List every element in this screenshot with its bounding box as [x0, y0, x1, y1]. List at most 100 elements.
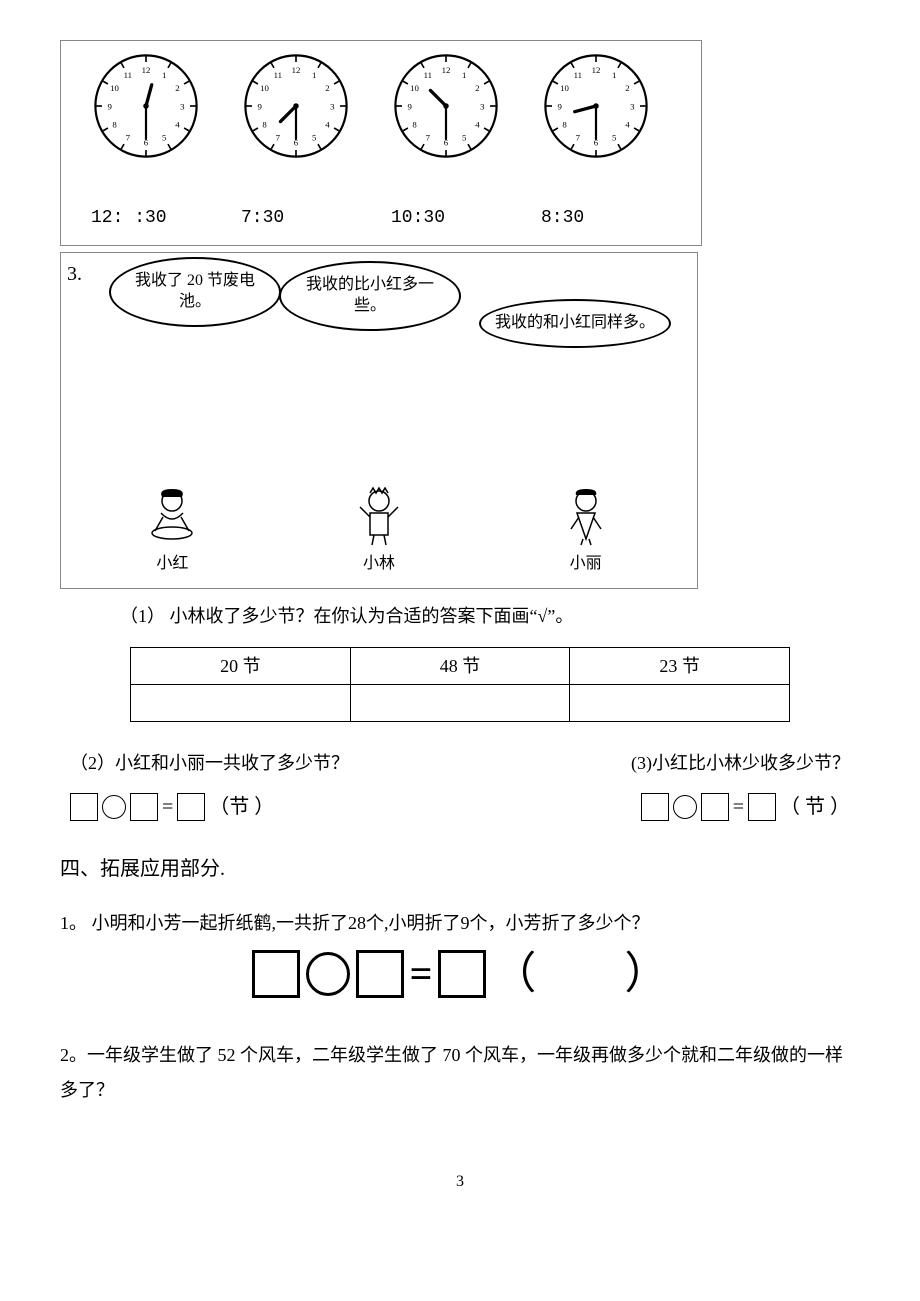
time-label-4: 8:30 [541, 201, 691, 235]
svg-text:8: 8 [412, 119, 417, 129]
svg-text:9: 9 [557, 101, 562, 111]
unit-label: （ 节 ） [780, 788, 850, 826]
clock-face: 121234567891011 [541, 51, 651, 161]
blank-operator-circle[interactable] [306, 952, 350, 996]
svg-text:3: 3 [480, 101, 485, 111]
section-4-title: 四、拓展应用部分. [60, 850, 860, 888]
sub-questions-row: （2）小红和小丽一共收了多少节？ (3)小红比小林少收多少节？ [70, 746, 850, 780]
svg-text:1: 1 [612, 70, 616, 80]
svg-text:10: 10 [410, 83, 419, 93]
svg-text:12: 12 [142, 65, 151, 75]
clock-face: 121234567891011 [241, 51, 351, 161]
svg-text:2: 2 [325, 83, 329, 93]
blank-square[interactable] [748, 793, 776, 821]
character-name: 小红 [156, 555, 188, 572]
page-number: 3 [60, 1167, 860, 1197]
svg-text:4: 4 [325, 119, 330, 129]
option-cell-1: 20 节 [131, 647, 351, 684]
clock-icon: 121234567891011 [391, 51, 501, 161]
svg-text:8: 8 [562, 119, 567, 129]
unit-label: （节 ） [209, 788, 274, 826]
clock-row: 1212345678910111212345678910111212345678… [71, 51, 691, 161]
option-cell-3: 23 节 [570, 647, 790, 684]
svg-text:2: 2 [175, 83, 179, 93]
dialogue-scene-block: 3. 我收了 20 节废电池。我收的比小红多一些。我收的和小红同样多。 小红 [60, 252, 698, 588]
clock-icon: 121234567891011 [91, 51, 201, 161]
clock-icon: 121234567891011 [241, 51, 351, 161]
equals-sign: = [162, 788, 173, 826]
svg-text:1: 1 [462, 70, 466, 80]
svg-text:11: 11 [274, 70, 282, 80]
time-label-3: 10:30 [391, 201, 541, 235]
clock-face: 121234567891011 [391, 51, 501, 161]
character-xiaolin: 小林 [339, 487, 419, 579]
blank-square[interactable] [177, 793, 205, 821]
character-name: 小林 [363, 555, 395, 572]
svg-text:4: 4 [625, 119, 630, 129]
svg-text:12: 12 [292, 65, 301, 75]
svg-text:9: 9 [107, 101, 112, 111]
svg-text:4: 4 [175, 119, 180, 129]
time-labels-row: 12: :30 7:30 10:30 8:30 [71, 201, 691, 235]
problem-1-text: 1。 小明和小芳一起折纸鹤,一共折了28个,小明折了9个，小芳折了多少个？ [60, 906, 860, 940]
blank-operator-circle[interactable] [673, 795, 697, 819]
svg-text:10: 10 [560, 83, 569, 93]
svg-text:8: 8 [262, 119, 267, 129]
svg-text:3: 3 [180, 101, 185, 111]
problem-1-equation-template: = （ ） [60, 950, 860, 998]
question-3-prompt: (3)小红比小林少收多少节？ [631, 746, 850, 780]
equation-template-q3: = （ 节 ） [641, 788, 850, 826]
svg-text:7: 7 [126, 133, 131, 143]
time-label-1: 12: :30 [91, 201, 241, 235]
svg-text:4: 4 [475, 119, 480, 129]
svg-text:7: 7 [576, 133, 581, 143]
answer-cell-1[interactable] [131, 684, 351, 721]
speech-bubbles: 我收了 20 节废电池。我收的比小红多一些。我收的和小红同样多。 [69, 257, 689, 377]
svg-text:8: 8 [112, 119, 117, 129]
svg-text:10: 10 [110, 83, 119, 93]
equation-template-q2: = （节 ） [70, 788, 274, 826]
characters-row: 小红 小林 小丽 [69, 487, 689, 579]
svg-text:11: 11 [574, 70, 582, 80]
blank-square[interactable] [701, 793, 729, 821]
character-xiaoli: 小丽 [546, 487, 626, 579]
blank-square[interactable] [641, 793, 669, 821]
table-row [131, 684, 790, 721]
equation-boxes-row: = （节 ） = （ 节 ） [70, 788, 850, 826]
answer-cell-3[interactable] [570, 684, 790, 721]
blank-square[interactable] [438, 950, 486, 998]
blank-square[interactable] [70, 793, 98, 821]
answer-options-table: 20 节 48 节 23 节 [130, 647, 790, 722]
time-label-2: 7:30 [241, 201, 391, 235]
clock-face: 121234567891011 [91, 51, 201, 161]
svg-text:3: 3 [630, 101, 635, 111]
blank-square[interactable] [130, 793, 158, 821]
svg-text:2: 2 [475, 83, 479, 93]
blank-operator-circle[interactable] [102, 795, 126, 819]
character-xiaohong: 小红 [132, 487, 212, 579]
speech-bubble: 我收的比小红多一些。 [279, 261, 461, 331]
svg-text:11: 11 [424, 70, 432, 80]
svg-text:12: 12 [442, 65, 451, 75]
question-2-prompt: （2）小红和小丽一共收了多少节？ [70, 746, 349, 780]
svg-text:5: 5 [462, 133, 467, 143]
blank-square[interactable] [356, 950, 404, 998]
character-name: 小丽 [570, 555, 602, 572]
girl2-icon [557, 487, 615, 547]
answer-cell-2[interactable] [350, 684, 570, 721]
svg-text:12: 12 [592, 65, 601, 75]
svg-text:10: 10 [260, 83, 269, 93]
speech-bubble: 我收了 20 节废电池。 [109, 257, 281, 327]
svg-text:1: 1 [162, 70, 166, 80]
svg-text:1: 1 [312, 70, 316, 80]
svg-text:3: 3 [330, 101, 335, 111]
blank-square[interactable] [252, 950, 300, 998]
clock-icon: 121234567891011 [541, 51, 651, 161]
svg-text:2: 2 [625, 83, 629, 93]
speech-bubble: 我收的和小红同样多。 [479, 299, 671, 348]
svg-text:9: 9 [257, 101, 262, 111]
svg-text:9: 9 [407, 101, 412, 111]
option-cell-2: 48 节 [350, 647, 570, 684]
equals-sign: = [410, 954, 433, 994]
boy-icon [350, 487, 408, 547]
